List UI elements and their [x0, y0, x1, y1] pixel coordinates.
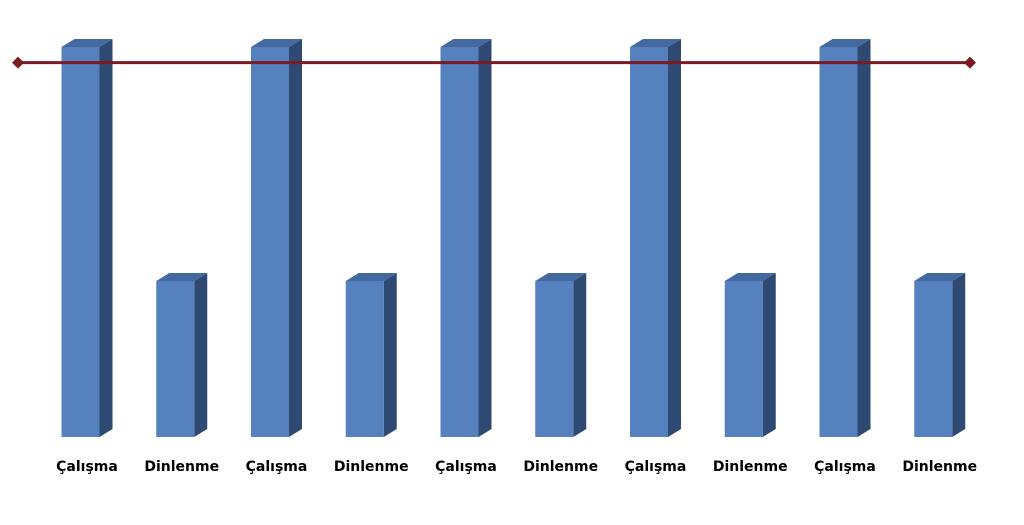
bar-1: [61, 39, 113, 437]
bar-front-face: [440, 47, 479, 437]
bar-8: [724, 273, 776, 437]
bar-top-face: [251, 39, 302, 47]
category-label: Dinlenme: [713, 459, 788, 475]
bar-top-face: [630, 39, 681, 47]
bar-top-face: [535, 273, 587, 281]
bar-side-face: [573, 273, 587, 437]
reference-line-group: [12, 56, 976, 69]
bar-front-face: [535, 281, 574, 437]
category-label: Dinlenme: [334, 459, 409, 475]
bar-front-face: [61, 47, 100, 437]
bar-front-face: [345, 281, 384, 437]
bar-9: [819, 39, 871, 437]
bar-6: [535, 273, 587, 437]
bar-top-face: [440, 39, 492, 47]
bar-side-face: [194, 273, 208, 437]
bar-2: [156, 273, 208, 437]
bar-side-face: [289, 39, 302, 437]
bar-top-face: [345, 273, 397, 281]
bar-top-face: [819, 39, 871, 47]
bar-10: [914, 273, 966, 437]
category-label: Dinlenme: [523, 459, 598, 475]
category-label: Dinlenme: [144, 459, 219, 475]
bar-side-face: [762, 273, 776, 437]
bar-3: [251, 39, 302, 437]
category-labels-group: Çalışma Dinlenme Çalışma Dinlenme Çalışma Din…: [56, 459, 977, 475]
bars-group: [61, 39, 966, 437]
bar-side-face: [668, 39, 681, 437]
reference-marker-right: [964, 56, 976, 69]
bar-front-face: [251, 47, 289, 437]
bar-side-face: [952, 273, 966, 437]
reference-marker-left: [12, 56, 24, 69]
category-label: Çalışma: [56, 459, 118, 475]
bar-side-face: [478, 39, 492, 437]
category-label: Çalışma: [814, 459, 876, 475]
bar-front-face: [914, 281, 953, 437]
bar-front-face: [630, 47, 668, 437]
bar-top-face: [61, 39, 113, 47]
category-label: Çalışma: [625, 459, 687, 475]
category-label: Çalışma: [246, 459, 308, 475]
bar-5: [440, 39, 492, 437]
bar-top-face: [914, 273, 966, 281]
bar-side-face: [383, 273, 397, 437]
bar-top-face: [724, 273, 776, 281]
bar-top-face: [156, 273, 208, 281]
bar-side-face: [857, 39, 871, 437]
bar-side-face: [99, 39, 113, 437]
bar-front-face: [819, 47, 858, 437]
bar-7: [630, 39, 681, 437]
bar-4: [345, 273, 397, 437]
bar-front-face: [156, 281, 195, 437]
category-label: Dinlenme: [902, 459, 977, 475]
bar-front-face: [724, 281, 763, 437]
category-label: Çalışma: [435, 459, 497, 475]
